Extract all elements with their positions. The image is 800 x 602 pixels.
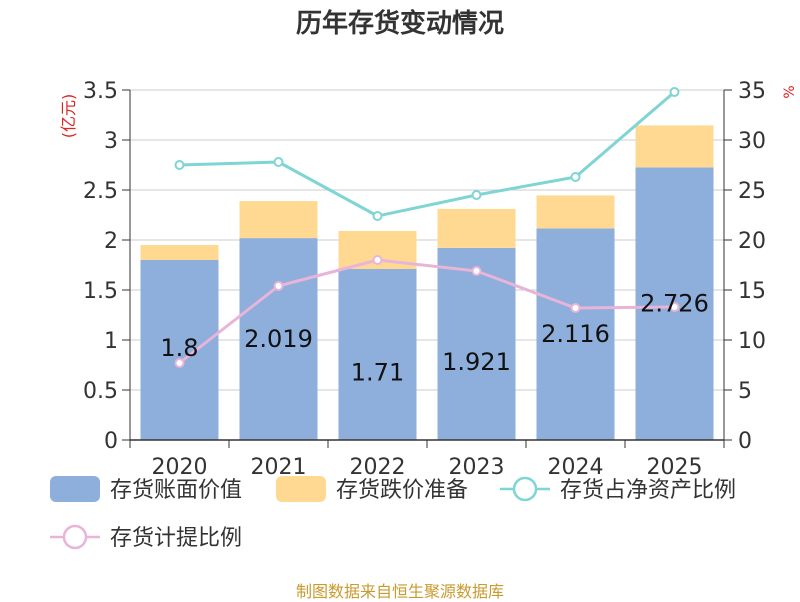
y-right-tick-label: 35 [738,79,766,104]
line-point-1 [372,211,383,221]
line-series-2 [178,258,675,365]
y-left-tick-label: 2.5 [83,179,118,204]
y-right-tick-label: 0 [738,429,752,454]
x-tick-label: 2023 [449,455,505,480]
legend-swatch-marker [62,524,88,550]
bar-data-label: 1.921 [442,348,511,376]
legend-swatch-bar [276,476,326,502]
bar-inv-provision [239,201,318,239]
bar-inv-value [239,238,318,440]
y-left-tick-label: 3.5 [83,79,118,104]
bar-inv-provision [140,245,219,260]
line-point-2 [372,255,383,265]
y-right-unit: % [782,85,798,98]
line-point-1 [174,160,185,170]
y-right-tick-label: 25 [738,179,766,204]
bar-inv-provision [536,195,615,229]
line-point-1 [669,87,680,97]
bar-data-label: 1.8 [160,334,198,362]
bar-inv-value [536,228,615,440]
legend-swatch-marker [512,476,538,502]
bar-inv-value [140,260,219,440]
y-right-tick-label: 30 [738,129,766,154]
line-series-1 [179,90,676,218]
y-left-tick-label: 0.5 [83,379,118,404]
legend-swatch-bar [50,476,100,502]
bar-inv-provision [635,125,714,168]
source-note: 制图数据来自恒生聚源数据库 [295,582,504,601]
y-right-tick-label: 5 [738,379,752,404]
bar-inv-value [338,269,417,440]
x-tick-label: 2024 [548,455,604,480]
y-right-tick-label: 10 [738,329,766,354]
line-point-1 [273,157,284,167]
bar-data-label: 2.019 [244,325,313,353]
y-right-tick-label: 15 [738,279,766,304]
legend-label: 存货账面价值 [110,478,242,503]
bar-data-label: 2.726 [640,290,709,318]
bar-data-label: 2.116 [541,320,610,348]
line-point-2 [174,358,185,368]
y-right-tick-label: 20 [738,229,766,254]
legend-label: 存货计提比例 [110,526,242,551]
line-point-2 [570,303,581,313]
legend-label: 存货跌价准备 [336,478,468,503]
x-tick-label: 2020 [152,455,208,480]
bar-inv-value [437,247,516,440]
y-left-tick-label: 0 [104,429,118,454]
y-left-tick-label: 2 [104,229,118,254]
bar-data-label: 1.71 [351,359,404,387]
y-left-unit: (亿元) [59,94,78,139]
y-left-tick-label: 3 [104,129,118,154]
bar-inv-provision [437,208,516,248]
line-point-1 [570,172,581,182]
x-tick-label: 2022 [350,455,406,480]
x-tick-label: 2021 [251,455,307,480]
y-left-tick-label: 1.5 [83,279,118,304]
legend-label: 存货占净资产比例 [560,478,736,503]
line-point-2 [471,266,482,276]
line-point-1 [471,190,482,200]
line-point-2 [669,302,680,312]
chart-title: 历年存货变动情况 [296,8,504,39]
x-tick-label: 2025 [647,455,703,480]
line-point-2 [273,281,284,291]
y-left-tick-label: 1 [104,329,118,354]
